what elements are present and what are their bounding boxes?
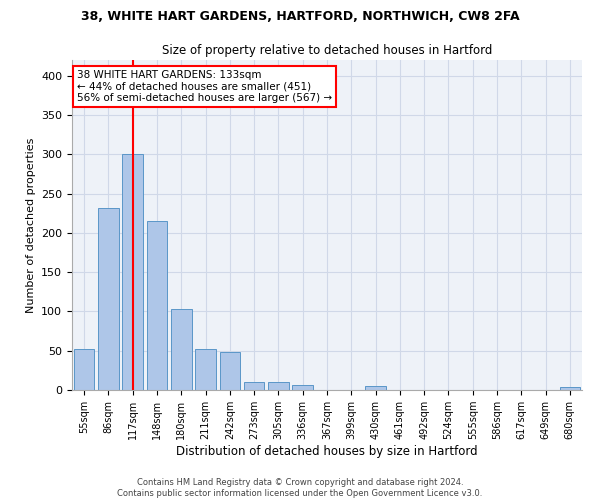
Y-axis label: Number of detached properties: Number of detached properties [26,138,35,312]
Bar [98,208,119,390]
Bar [365,386,386,390]
Bar [171,309,191,390]
Bar [74,349,94,390]
Bar [268,382,289,390]
Title: Size of property relative to detached houses in Hartford: Size of property relative to detached ho… [162,44,492,58]
Bar [220,352,240,390]
X-axis label: Distribution of detached houses by size in Hartford: Distribution of detached houses by size … [176,445,478,458]
Text: Contains HM Land Registry data © Crown copyright and database right 2024.
Contai: Contains HM Land Registry data © Crown c… [118,478,482,498]
Bar [122,154,143,390]
Bar [244,382,265,390]
Bar [146,221,167,390]
Bar [560,387,580,390]
Text: 38 WHITE HART GARDENS: 133sqm
← 44% of detached houses are smaller (451)
56% of : 38 WHITE HART GARDENS: 133sqm ← 44% of d… [77,70,332,103]
Bar [292,386,313,390]
Bar [195,349,216,390]
Text: 38, WHITE HART GARDENS, HARTFORD, NORTHWICH, CW8 2FA: 38, WHITE HART GARDENS, HARTFORD, NORTHW… [80,10,520,23]
